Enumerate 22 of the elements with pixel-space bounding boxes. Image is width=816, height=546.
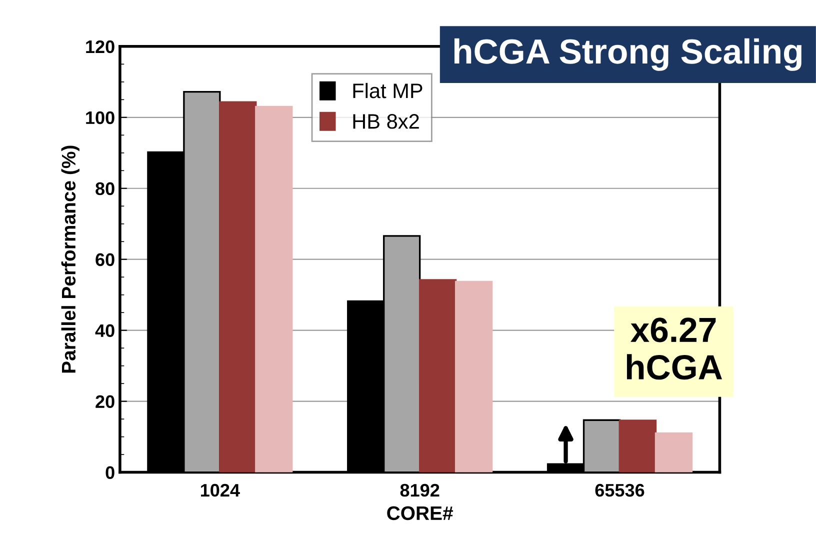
y-axis-title: Parallel Performance (%) [61,146,80,373]
annotation: x6.27 hCGA [626,318,722,380]
y-tick-label: 120 [86,40,114,54]
bar [654,432,693,472]
y-tick-label: 0 [106,466,114,480]
legend-label: Flat MP [353,82,422,98]
bar [618,420,657,472]
bar [418,279,457,472]
x-tick-label: 65536 [595,484,644,497]
chart-title: hCGA Strong Scaling [454,38,802,71]
y-tick-label: 60 [96,253,114,266]
bar [255,106,293,472]
legend-label: HB 8x2 [353,114,419,129]
bar [219,101,257,472]
y-tick-label: 80 [96,182,114,196]
y-tick-label: 100 [86,111,114,124]
y-tick-label: 20 [96,395,114,408]
x-tick-label: 1024 [200,484,240,497]
x-axis-title: CORE# [387,506,454,520]
x-tick-label: 8192 [400,484,440,497]
y-tick-label: 40 [95,324,114,338]
bar [454,280,493,472]
